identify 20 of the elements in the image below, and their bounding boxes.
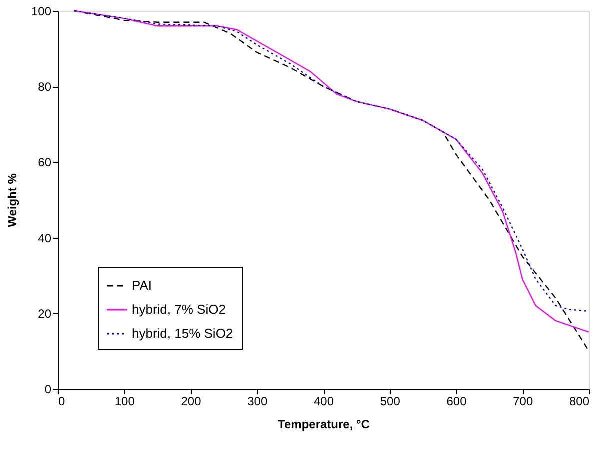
x-tick-label: 800 [569,394,590,408]
x-tick-label: 600 [446,394,468,408]
x-tick-label: 400 [314,394,334,408]
legend-label: hybrid, 15% SiO2 [132,326,234,341]
y-tick-label: 100 [31,4,52,18]
y-tick-label: 20 [38,306,52,321]
y-tick-label: 80 [38,80,52,94]
x-tick-label: 0 [58,394,66,408]
y-tick-label: 40 [38,231,52,246]
y-tick-label: 60 [38,156,52,170]
x-axis-title: Temperature, °C [278,418,370,432]
x-tick-label: 100 [114,394,136,408]
x-tick-label: 200 [181,394,202,408]
x-tick-label: 700 [513,394,534,408]
x-tick-label: 500 [380,394,401,408]
legend-label: PAI [132,278,152,293]
x-tick-label: 300 [248,394,268,408]
legend-label: hybrid, 7% SiO2 [132,302,226,317]
y-axis-title: Weight % [5,173,20,228]
y-tick-label: 0 [44,382,52,396]
